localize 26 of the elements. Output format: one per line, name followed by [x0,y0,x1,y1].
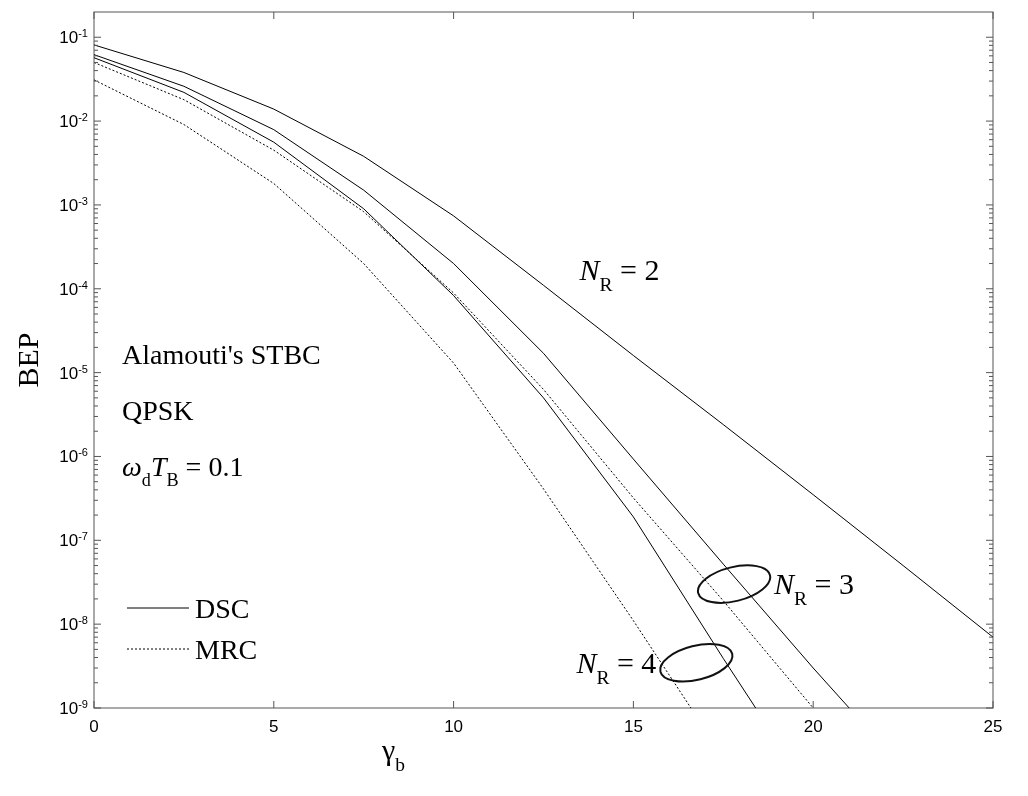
annotation: QPSK [122,395,194,426]
y-tick-label: 10$^{-9}$ [59,698,88,718]
x-tick-label: 5 [269,717,279,736]
y-tick-label: 10$^{-1}$ [59,27,88,48]
annotation: ω$_{d}$T$_{B}$ = 0.1 [122,451,244,490]
line-series [93,44,994,638]
annotation: N$_{R}$ = 4 [575,645,657,688]
annotation: N$_{R}$ = 2 [578,252,660,295]
x-tick-label: 10 [444,717,464,736]
x-tick-label: 20 [803,717,823,736]
y-tick-label: 10$^{-6}$ [59,446,88,467]
y-tick-label: 10$^{-8}$ [59,614,88,635]
x-tick-label: 0 [89,717,99,736]
x-tick-label: 15 [623,717,643,736]
y-tick-label: 10$^{-5}$ [59,362,88,383]
x-tick-label: 25 [983,717,1003,736]
annotation: N$_{R}$ = 3 [773,567,855,609]
legend-label: DSC [195,593,250,624]
y-tick-label: 10$^{-7}$ [59,530,88,551]
legend-label: MRC [195,634,258,665]
x-axis-title: γ$_{b}$ [380,733,406,775]
y-axis-title: BEP [11,332,44,388]
y-tick-label: 10$^{-3}$ [59,194,88,215]
annotation: Alamouti's STBC [122,339,321,370]
y-tick-label: 10$^{-2}$ [59,111,88,132]
y-tick-label: 10$^{-4}$ [59,278,88,299]
